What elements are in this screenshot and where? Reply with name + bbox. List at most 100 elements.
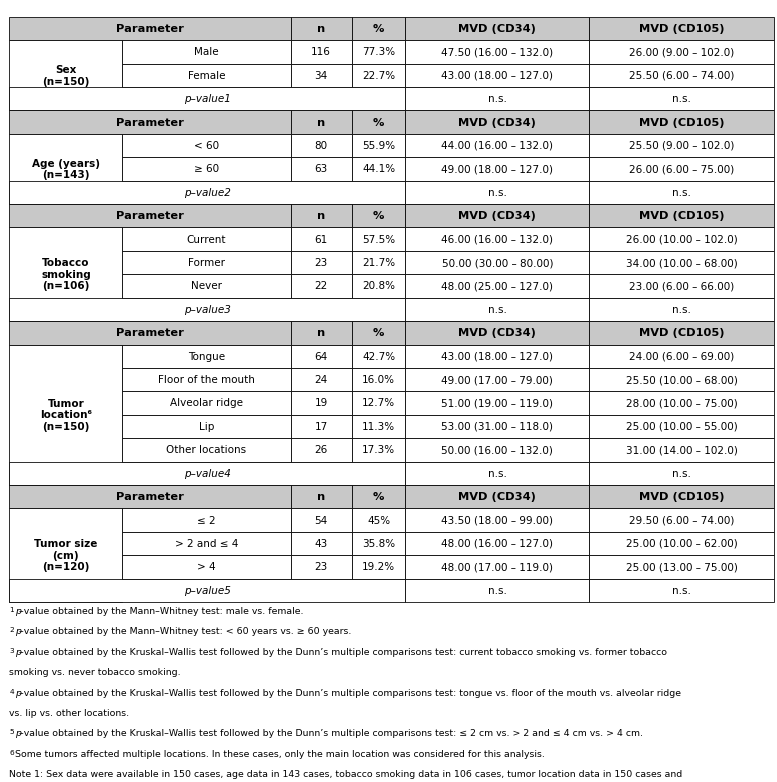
Text: 49.00 (18.00 – 127.0): 49.00 (18.00 – 127.0) [441, 164, 553, 174]
Bar [122, 368, 291, 392]
Text: 12.7%: 12.7% [361, 398, 395, 408]
Bar [291, 368, 351, 392]
Bar [9, 41, 122, 111]
Text: n: n [317, 492, 325, 502]
Bar [291, 392, 351, 415]
Bar [405, 111, 589, 135]
Bar [351, 41, 405, 64]
Text: 3: 3 [9, 647, 14, 654]
Bar [589, 415, 773, 439]
Text: 43.00 (18.00 – 127.0): 43.00 (18.00 – 127.0) [441, 351, 553, 361]
Bar [9, 204, 291, 228]
Bar [351, 555, 405, 579]
Text: smoking vs. never tobacco smoking.: smoking vs. never tobacco smoking. [9, 668, 181, 677]
Bar [589, 508, 773, 532]
Bar [291, 415, 351, 439]
Bar [351, 251, 405, 274]
Text: Parameter: Parameter [116, 24, 184, 34]
Text: p: p [16, 729, 21, 738]
Text: n.s.: n.s. [671, 468, 691, 479]
Bar [589, 579, 773, 602]
Bar [291, 274, 351, 298]
Text: 26: 26 [315, 445, 328, 455]
Text: 11.3%: 11.3% [361, 421, 395, 432]
Text: %: % [372, 211, 384, 221]
Bar [405, 204, 589, 228]
Text: 53.00 (31.00 – 118.0): 53.00 (31.00 – 118.0) [441, 421, 553, 432]
Text: 25.00 (10.00 – 62.00): 25.00 (10.00 – 62.00) [625, 539, 737, 549]
Text: 19: 19 [315, 398, 328, 408]
Text: 17: 17 [315, 421, 328, 432]
Bar [351, 135, 405, 158]
Text: 25.00 (10.00 – 55.00): 25.00 (10.00 – 55.00) [625, 421, 737, 432]
Text: 48.00 (16.00 – 127.0): 48.00 (16.00 – 127.0) [441, 539, 553, 549]
Bar [405, 251, 589, 274]
Bar [589, 158, 773, 181]
Text: 26.00 (9.00 – 102.0): 26.00 (9.00 – 102.0) [629, 47, 733, 57]
Bar [405, 345, 589, 368]
Text: 80: 80 [315, 141, 328, 151]
Bar [589, 485, 773, 508]
Text: 48.00 (17.00 – 119.0): 48.00 (17.00 – 119.0) [441, 562, 553, 572]
Bar [589, 251, 773, 274]
Bar [9, 298, 405, 321]
Bar [405, 532, 589, 555]
Text: p: p [16, 688, 21, 698]
Bar [291, 251, 351, 274]
Text: MVD (CD105): MVD (CD105) [639, 328, 724, 338]
Bar [122, 228, 291, 251]
Text: ≥ 60: ≥ 60 [193, 164, 219, 174]
Text: 44.00 (16.00 – 132.0): 44.00 (16.00 – 132.0) [441, 141, 553, 151]
Text: p–value5: p–value5 [183, 586, 231, 595]
Bar [351, 439, 405, 461]
Text: 116: 116 [311, 47, 331, 57]
Text: 2: 2 [9, 627, 14, 633]
Bar [405, 485, 589, 508]
Text: Parameter: Parameter [116, 211, 184, 221]
Text: Tumor
location⁶
(n=150): Tumor location⁶ (n=150) [40, 398, 92, 432]
Text: 57.5%: 57.5% [361, 235, 395, 245]
Bar [351, 204, 405, 228]
Text: n.s.: n.s. [488, 305, 507, 314]
Text: 29.50 (6.00 – 74.00): 29.50 (6.00 – 74.00) [629, 515, 733, 526]
Bar [291, 439, 351, 461]
Bar [589, 274, 773, 298]
Text: Sex
(n=150): Sex (n=150) [42, 65, 89, 87]
Bar [9, 485, 291, 508]
Bar [122, 345, 291, 368]
Bar [351, 415, 405, 439]
Text: –value obtained by the Mann–Whitney test: male vs. female.: –value obtained by the Mann–Whitney test… [19, 607, 303, 616]
Bar [405, 228, 589, 251]
Bar [351, 508, 405, 532]
Text: p–value1: p–value1 [183, 94, 231, 104]
Bar [589, 228, 773, 251]
Text: –value obtained by the Kruskal–Wallis test followed by the Dunn’s multiple compa: –value obtained by the Kruskal–Wallis te… [19, 647, 667, 657]
Text: 48.00 (25.00 – 127.0): 48.00 (25.00 – 127.0) [441, 282, 553, 291]
Text: 34: 34 [315, 70, 328, 81]
Text: n.s.: n.s. [488, 586, 507, 595]
Text: 49.00 (17.00 – 79.00): 49.00 (17.00 – 79.00) [441, 375, 553, 385]
Bar [291, 345, 351, 368]
Bar [589, 532, 773, 555]
Text: p: p [16, 647, 21, 657]
Text: 24.00 (6.00 – 69.00): 24.00 (6.00 – 69.00) [629, 351, 733, 361]
Bar [589, 17, 773, 41]
Bar [122, 64, 291, 88]
Text: Other locations: Other locations [166, 445, 246, 455]
Text: 26.00 (6.00 – 75.00): 26.00 (6.00 – 75.00) [629, 164, 733, 174]
Text: n.s.: n.s. [671, 188, 691, 198]
Bar [291, 204, 351, 228]
Text: 77.3%: 77.3% [361, 47, 395, 57]
Bar [122, 251, 291, 274]
Text: 5: 5 [9, 729, 14, 735]
Bar [405, 17, 589, 41]
Bar [122, 532, 291, 555]
Bar [9, 508, 122, 602]
Text: Note 1: Sex data were available in 150 cases, age data in 143 cases, tobacco smo: Note 1: Sex data were available in 150 c… [9, 769, 682, 779]
Bar [351, 345, 405, 368]
Text: %: % [372, 328, 384, 338]
Text: n.s.: n.s. [671, 94, 691, 104]
Bar [405, 274, 589, 298]
Bar [291, 532, 351, 555]
Bar [291, 64, 351, 88]
